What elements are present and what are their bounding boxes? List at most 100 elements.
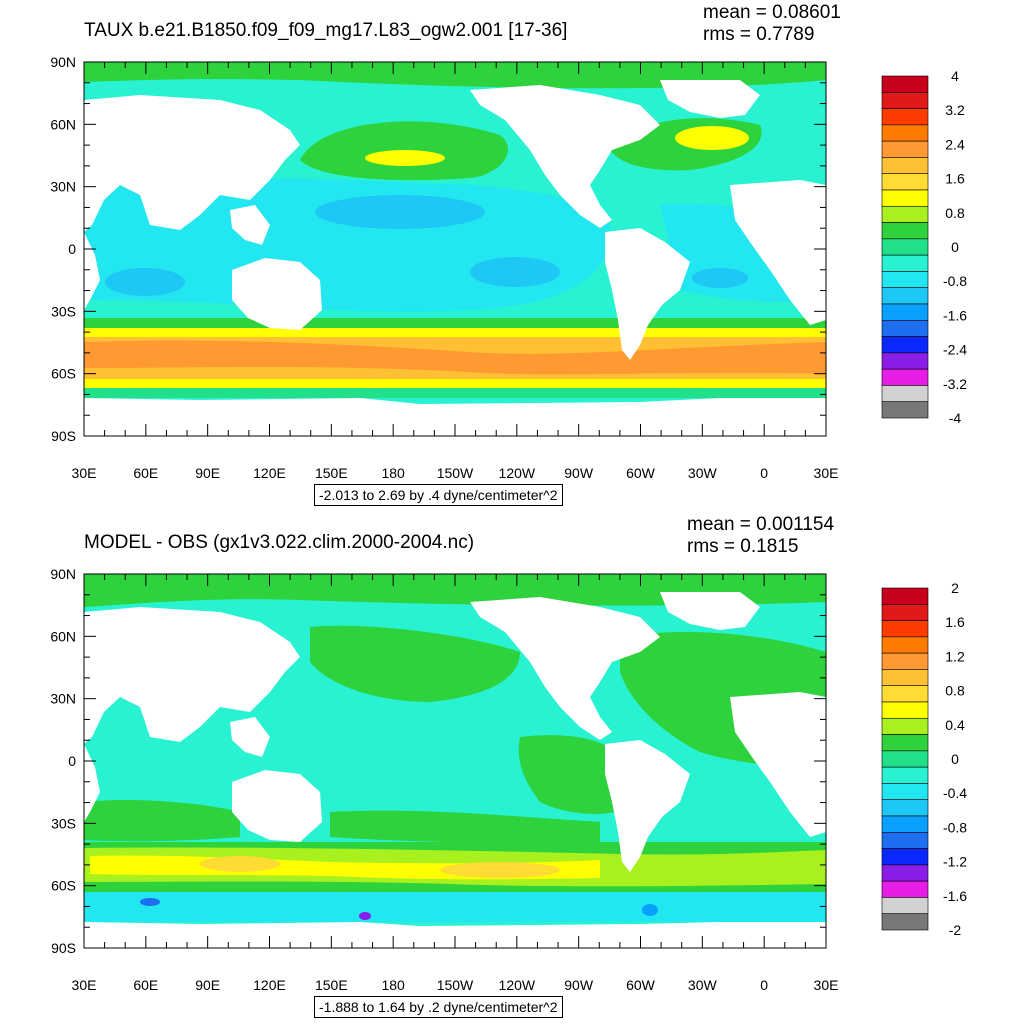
lon-label: 30W	[688, 977, 718, 993]
colorbar-swatch	[881, 124, 929, 142]
lon-label: 60E	[133, 465, 158, 481]
north-atlantic-westerlies-core	[675, 126, 749, 150]
lat-label: 0	[68, 753, 76, 769]
colorbar-swatch	[881, 587, 929, 605]
lon-label: 60W	[626, 977, 656, 993]
lat-label: 90N	[50, 54, 76, 70]
lon-label: 60E	[133, 977, 158, 993]
lat-labels: 90N 60N 30N 0 30S 60S 90S	[50, 566, 76, 956]
colorbar-label: -4	[949, 410, 962, 426]
model-obs-panel: 90N 60N 30N 0 30S 60S 90S 30E 60E 90E 120E 150E 180…	[0, 512, 1024, 1024]
colorbar-swatch	[881, 685, 929, 703]
colorbar-label: -1.6	[943, 307, 967, 323]
colorbar-label: 0.8	[945, 683, 965, 699]
colorbar-label: 0	[951, 239, 959, 255]
colorbar-swatch	[881, 173, 929, 191]
colorbar-label: 1.6	[945, 614, 965, 630]
model-obs-map-svg: 90N 60N 30N 0 30S 60S 90S 30E 60E 90E 120E 150E 180…	[50, 566, 967, 993]
north-pacific-westerlies-core	[365, 150, 445, 166]
colorbar-label: 2	[951, 580, 959, 596]
colorbar-swatch	[881, 238, 929, 256]
contour-caption: -2.013 to 2.69 by .4 dyne/centimeter^2	[314, 484, 563, 506]
colorbar-label: 4	[951, 68, 959, 84]
lon-label: 30E	[814, 977, 839, 993]
lon-label: 60W	[626, 465, 656, 481]
lat-label: 30N	[50, 691, 76, 707]
land-maritime-continent	[230, 717, 270, 757]
land-eurasia-africa	[84, 95, 300, 232]
lon-ticks	[83, 574, 827, 948]
lat-label: 60S	[51, 878, 76, 894]
colorbar-swatch	[881, 336, 929, 354]
land-south-america	[605, 228, 690, 360]
colorbar-swatch	[881, 734, 929, 752]
lon-label: 90E	[195, 465, 220, 481]
antarctic-cyan-band	[84, 892, 826, 922]
pacific-trade-core-north	[315, 195, 485, 229]
colorbar	[881, 75, 929, 419]
lon-label: 150W	[437, 465, 474, 481]
south-pacific-green	[330, 810, 600, 843]
lon-label: 180	[381, 465, 405, 481]
colorbar-label: 1.6	[945, 171, 965, 187]
north-pacific-green	[310, 625, 520, 702]
colorbar-swatch	[881, 603, 929, 621]
lon-label: 0	[760, 465, 768, 481]
colorbar-swatch	[881, 620, 929, 638]
colorbar-swatch	[881, 669, 929, 687]
colorbar-swatch	[881, 91, 929, 109]
land-greenland	[660, 80, 760, 118]
colorbar-label: -0.8	[943, 273, 967, 289]
east-pacific-green	[518, 735, 615, 814]
colorbar-swatch	[881, 717, 929, 735]
colorbar-swatch	[881, 352, 929, 370]
land-africa	[730, 180, 826, 325]
antarctic-coastal-band	[84, 388, 826, 398]
land-north-america	[470, 85, 660, 228]
indian-trade-core	[105, 268, 185, 296]
lon-label: 30E	[72, 465, 97, 481]
colorbar-swatch	[881, 222, 929, 240]
colorbar-label: 0	[951, 751, 959, 767]
colorbar-labels: 2 1.6 1.2 0.8 0.4 0 -0.4 -0.8 -1.2 -1.6 -2	[943, 580, 967, 938]
indian-sector-anomaly	[140, 898, 160, 906]
lon-label: 30E	[814, 465, 839, 481]
mean-stat: mean = 0.001154	[687, 514, 835, 535]
taux-panel: 90N 60N 30N 0 30S 60S 90S 30E 60E 90E 120E 150E 180…	[50, 2, 967, 506]
lon-label: 0	[760, 977, 768, 993]
colorbar-swatch	[881, 750, 929, 768]
lat-labels: 90N 60N 30N 0 30S 60S 90S	[50, 54, 76, 444]
colorbar-label: -0.8	[943, 819, 967, 835]
land-eurasia-africa	[84, 607, 300, 744]
ross-sea-anomaly	[359, 912, 371, 920]
colorbar-label: -2	[949, 922, 962, 938]
lat-label: 0	[68, 241, 76, 257]
mean-stat: mean = 0.08601	[703, 2, 841, 23]
lat-label: 90S	[51, 428, 76, 444]
lat-label: 30N	[50, 179, 76, 195]
lon-label: 30W	[688, 465, 718, 481]
map-title: MODEL - OBS (gx1v3.022.clim.2000-2004.nc…	[84, 532, 475, 553]
colorbar-swatch	[881, 766, 929, 784]
land-australia	[232, 258, 322, 330]
colorbar-swatch	[881, 831, 929, 849]
indian-ocean-green	[84, 800, 240, 842]
colorbar-swatch	[881, 385, 929, 403]
colorbar-swatch	[881, 75, 929, 93]
colorbar-swatch	[881, 205, 929, 223]
colorbar-swatch	[881, 864, 929, 882]
lon-label: 90W	[564, 465, 594, 481]
colorbar-label: 2.4	[945, 136, 965, 152]
colorbar-swatch	[881, 897, 929, 915]
lat-label: 60N	[50, 628, 76, 644]
lat-label: 90N	[50, 566, 76, 582]
rms-stat: rms = 0.1815	[687, 536, 799, 557]
colorbar-swatch	[881, 913, 929, 931]
lon-label: 120E	[253, 465, 286, 481]
southern-westerlies-core	[84, 340, 826, 375]
atlantic-trade-core	[692, 268, 748, 288]
lon-labels: 30E 60E 90E 120E 150E 180 150W 120W 90W 60W 30W 0 30…	[72, 465, 839, 481]
colorbar-swatch	[881, 254, 929, 272]
colorbar-swatch	[881, 189, 929, 207]
land-north-america	[470, 597, 660, 740]
